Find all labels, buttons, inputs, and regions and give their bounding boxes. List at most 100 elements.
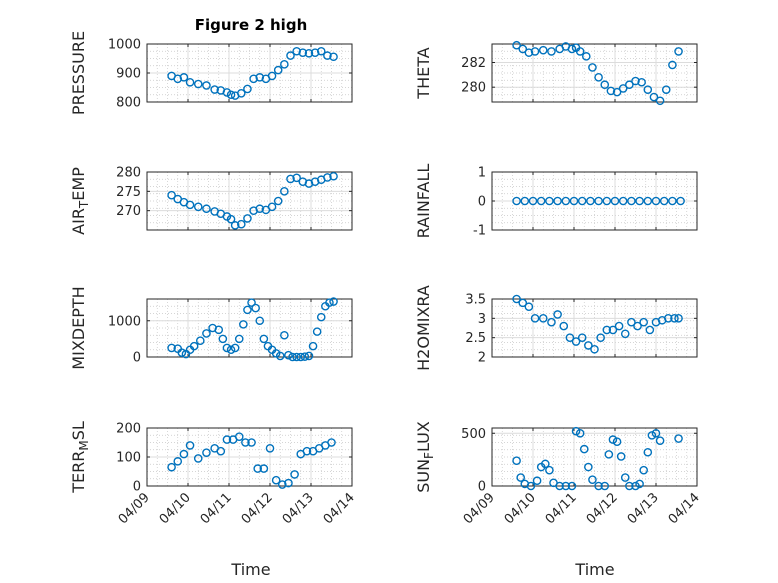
data-point (526, 481, 536, 491)
y-axis-label-subscript: M (77, 440, 91, 450)
data-point (512, 294, 521, 304)
axes-frame (146, 171, 353, 231)
data-point (327, 438, 336, 447)
data-point (202, 81, 211, 90)
data-point (234, 432, 244, 442)
data-point (226, 90, 236, 100)
data-point (167, 462, 176, 472)
data-point (247, 438, 256, 447)
data-point (185, 441, 195, 450)
data-point (512, 196, 521, 206)
data-point (618, 196, 628, 206)
data-point (243, 305, 252, 315)
x-tick-label: 04/12 (239, 490, 276, 527)
data-point (284, 350, 293, 360)
data-point (259, 464, 269, 473)
data-point (545, 465, 554, 475)
data-point (236, 89, 246, 98)
data-point (243, 84, 252, 94)
data-point (538, 314, 548, 323)
y-axis-label-main: SUN (414, 459, 433, 493)
data-point (643, 447, 653, 457)
data-point (559, 321, 569, 331)
data-point (516, 473, 526, 482)
data-point (547, 317, 556, 327)
panel-rainfall: -1 0 1 RAINFALL (414, 164, 698, 239)
data-point (627, 317, 636, 327)
y-axis-label-tail: SL (69, 421, 88, 440)
data-point (259, 334, 269, 344)
data-point (620, 473, 630, 482)
y-tick-label: 500 (461, 427, 486, 442)
data-point (676, 196, 685, 206)
data-point (193, 202, 203, 212)
y-axis-label: PRESSURE (69, 31, 88, 115)
data-point (538, 45, 548, 55)
y-tick-label: 280 (116, 166, 141, 181)
data-point (643, 196, 653, 206)
data-point (655, 436, 665, 445)
data-point (255, 204, 265, 214)
data-point (541, 459, 550, 469)
data-point (323, 51, 332, 60)
y-tick-label: 1000 (108, 38, 141, 53)
data-point (661, 85, 671, 94)
x-tick-label: 04/09 (116, 490, 153, 527)
data-point (520, 196, 530, 206)
data-point (280, 60, 289, 69)
data-point (193, 79, 203, 89)
data-point (594, 73, 603, 82)
data-point (195, 336, 205, 345)
data-point (602, 196, 612, 206)
y-tick-label: 2 (478, 351, 486, 366)
data-point (277, 480, 287, 489)
data-point (210, 85, 219, 94)
panel-pressure: 800 900 1000 PRESSURE (69, 31, 353, 115)
data-point (547, 47, 556, 56)
data-point (620, 329, 630, 339)
data-point (310, 48, 320, 58)
axes-frame (491, 298, 698, 358)
data-point (571, 337, 581, 346)
data-point (530, 47, 540, 56)
data-point (594, 196, 603, 206)
data-point (625, 80, 634, 90)
data-point (292, 173, 301, 183)
data-point (185, 77, 195, 87)
data-point (265, 443, 275, 453)
y-axis-label: AIRTEMP (69, 167, 91, 235)
y-tick-label: 100 (116, 451, 141, 466)
data-point (645, 325, 655, 335)
y-tick-label: 275 (116, 185, 141, 200)
x-tick-label: 04/14 (321, 490, 358, 527)
data-point (567, 481, 577, 491)
data-point (643, 85, 653, 94)
data-point (202, 204, 211, 214)
y-axis-label: H2OMIXRA (414, 285, 433, 371)
data-point (575, 47, 585, 56)
data-point (639, 317, 649, 327)
data-point (528, 196, 538, 206)
data-point (532, 476, 542, 486)
data-point (590, 344, 599, 354)
y-axis-label-subscript: F (422, 452, 436, 459)
data-point (325, 298, 334, 307)
data-point (177, 348, 187, 357)
data-point (670, 314, 679, 323)
data-point (674, 47, 683, 56)
data-point (649, 92, 659, 102)
data-point (216, 446, 226, 456)
data-point (286, 51, 295, 60)
data-point (304, 351, 314, 361)
data-point (298, 48, 308, 58)
data-point (627, 196, 636, 206)
data-point (612, 437, 622, 447)
data-point (600, 80, 610, 90)
panel-air-temp: 270 275 280 AIRTEMP (69, 166, 353, 235)
data-point (290, 470, 299, 479)
data-point (600, 481, 610, 491)
y-tick-label: 0 (478, 480, 486, 495)
data-point (651, 428, 661, 438)
data-point (173, 74, 183, 84)
